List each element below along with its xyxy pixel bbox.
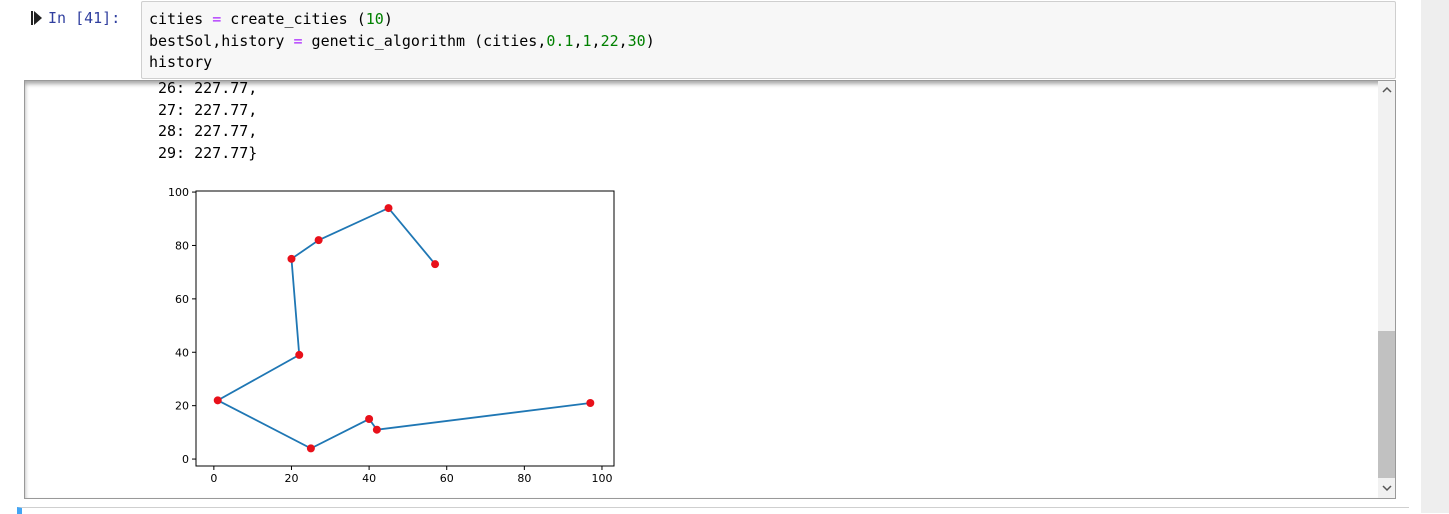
code-token: , (591, 31, 601, 50)
city-point (314, 236, 323, 245)
y-tick-label: 40 (175, 346, 189, 359)
y-tick-label: 0 (182, 453, 189, 466)
city-point (365, 415, 374, 424)
city-point (295, 350, 304, 359)
code: cities = create_cities (10) bestSol,histo… (149, 9, 655, 74)
chart: 0 20 40 60 80 100 0 20 40 60 80 100 (168, 186, 615, 485)
output-line: 29: 227.77} (158, 143, 258, 162)
x-tick-label: 60 (440, 472, 454, 485)
x-tick-label: 20 (284, 472, 298, 485)
output-text: 26: 227.77, 27: 227.77, 28: 227.77, 29: 227… (158, 80, 258, 164)
code-token: cities (149, 10, 213, 28)
output-area: 26: 227.77, 27: 227.77, 28: 227.77, 29: 227… (24, 80, 1396, 499)
prompt: In [41]: (48, 9, 121, 27)
city-point (372, 425, 381, 434)
route-line (215, 206, 591, 450)
code-token: = (212, 10, 222, 28)
code-line: history (149, 52, 655, 74)
code-token: , (573, 31, 583, 50)
code-box[interactable]: cities = create_cities (10) bestSol,histo… (141, 1, 1396, 79)
x-tick-label: 0 (210, 472, 217, 485)
city-point (384, 204, 393, 213)
code-token: 0.1 (546, 31, 574, 50)
code-token: , (618, 31, 628, 50)
code-token: = (293, 31, 303, 50)
output-line: 26: 227.77, (158, 80, 258, 97)
code-token: ) (383, 10, 393, 28)
x-tick-label: 100 (591, 472, 612, 485)
sidebar (1421, 0, 1449, 513)
city-point (306, 444, 315, 453)
code-token: history (149, 53, 213, 71)
code-line: cities = create_cities (10) (149, 9, 655, 31)
city-point (287, 254, 296, 263)
next-cell[interactable] (17, 507, 1409, 514)
code-token: bestSol,history (149, 31, 294, 50)
scroll-up[interactable] (1381, 85, 1393, 95)
output-line: 27: 227.77, (158, 100, 258, 119)
code-token: 22 (600, 31, 619, 50)
code-token: 30 (627, 31, 646, 50)
y-tick-label: 80 (175, 239, 189, 252)
run-icon[interactable] (31, 10, 43, 26)
city-point (586, 398, 595, 407)
x-tick-label: 40 (362, 472, 376, 485)
city-point (431, 260, 440, 269)
code-line: bestSol,history = genetic_algorithm (cit… (149, 31, 655, 53)
code-token: genetic_algorithm (cities, (302, 31, 547, 50)
code-token: ) (645, 31, 655, 50)
code-token: 10 (365, 10, 384, 28)
x-tick-label: 80 (517, 472, 531, 485)
scroll-down[interactable] (1381, 483, 1393, 493)
output-line: 28: 227.77, (158, 122, 258, 140)
city-point (213, 396, 222, 405)
y-tick-label: 100 (168, 186, 189, 199)
code-token: create_cities ( (221, 10, 366, 28)
scroll-thumb[interactable] (1378, 331, 1395, 478)
y-tick-label: 20 (175, 400, 189, 413)
y-tick-label: 60 (175, 293, 189, 306)
code-token: 1 (582, 31, 592, 50)
plot-area (195, 190, 615, 467)
